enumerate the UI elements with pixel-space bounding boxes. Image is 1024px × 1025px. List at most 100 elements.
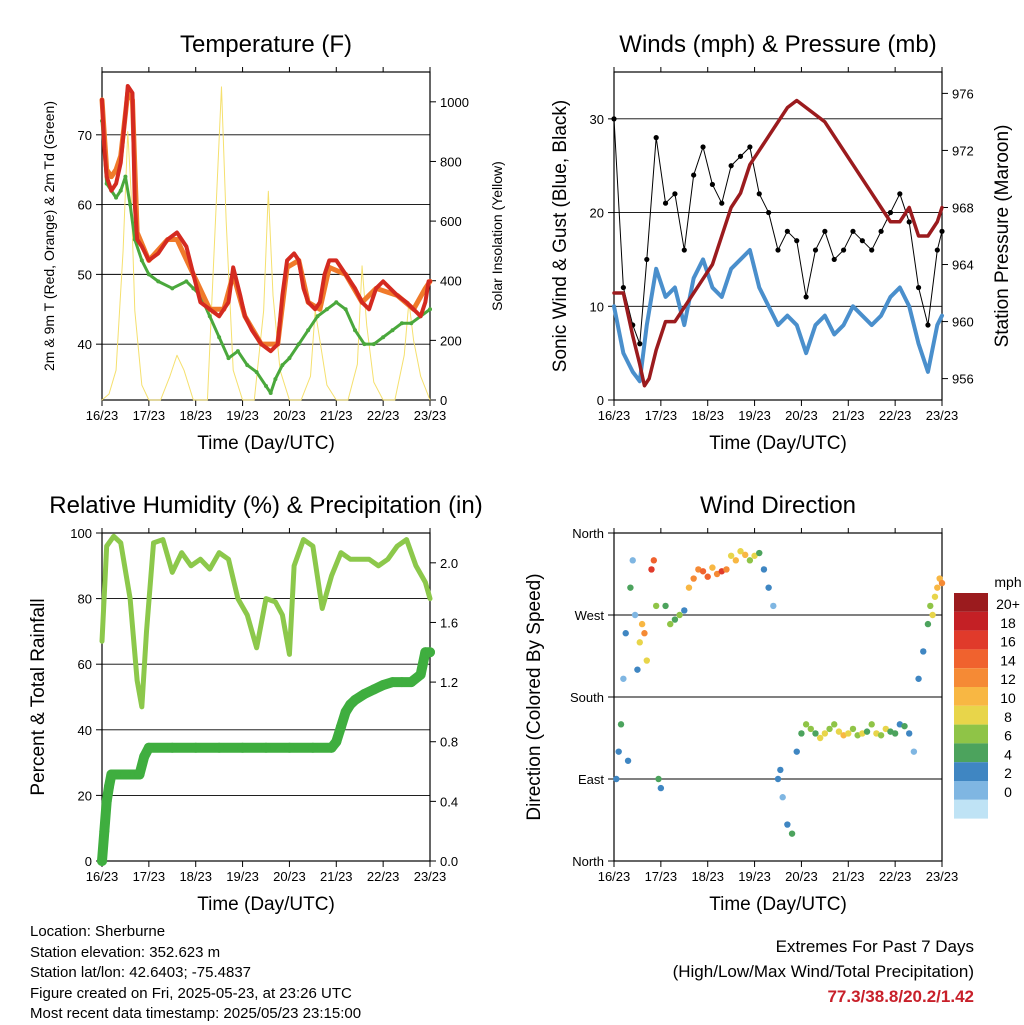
direction-ytick-label: North: [572, 526, 604, 541]
total-rainfall-line-point: [359, 689, 370, 700]
humidity-ytick-label: 0: [85, 854, 92, 869]
total-rainfall-line-point: [387, 677, 398, 688]
dewpoint-line-point: [118, 188, 123, 193]
direction-point: [910, 748, 918, 755]
gust-series: [613, 118, 943, 345]
dewpoint-line-point: [235, 349, 240, 354]
legend-swatch: [954, 743, 988, 763]
winds-ytick-label: 20: [590, 206, 604, 221]
dewpoint-line-point: [381, 335, 386, 340]
dewpoint-line-point: [287, 356, 292, 361]
direction-point: [849, 725, 857, 733]
gust-series-point: [812, 247, 819, 253]
total-rainfall-line-point: [340, 706, 351, 717]
gust-series-point: [794, 238, 800, 244]
direction-point: [863, 728, 871, 735]
legend-swatch: [954, 593, 988, 612]
extremes-box: Extremes For Past 7 Days (High/Low/Max W…: [673, 934, 974, 1009]
legend-label: 0: [1004, 784, 1012, 800]
figure-created: Figure created on Fri, 2025-05-23, at 23…: [30, 984, 352, 1002]
humidity-ytick-right-label: 2.0: [440, 556, 458, 571]
direction-point: [648, 566, 655, 573]
direction-point: [723, 566, 730, 573]
total-rainfall-line-point: [368, 684, 379, 695]
humidity-xtick-label: 23/23: [414, 869, 447, 884]
total-rainfall-line-point: [237, 742, 248, 753]
legend-label: 10: [1000, 690, 1016, 706]
direction-point: [627, 584, 634, 591]
legend-label: 12: [1000, 671, 1016, 687]
humidity-ytick-right-label: 0.0: [440, 854, 458, 869]
total-rainfall-line-point: [415, 669, 426, 680]
dewpoint-line-point: [428, 307, 432, 312]
winds-xtick-label: 22/23: [879, 408, 912, 423]
direction-point: [667, 620, 674, 628]
total-rainfall-line-point: [261, 742, 271, 753]
legend-label: 20+: [996, 596, 1020, 612]
dewpoint-line-point: [245, 363, 250, 368]
winds-xlabel: Time (Day/UTC): [709, 433, 847, 454]
temperature-ytick-label: 60: [78, 198, 92, 213]
direction-xtick-label: 22/23: [879, 869, 912, 884]
total-rainfall-line-point: [378, 680, 389, 691]
temperature-ytick-right-label: 0: [440, 393, 447, 408]
direction-point: [638, 620, 646, 628]
station-info: Location: Sherburne Station elevation: 3…: [30, 922, 361, 1025]
direction-point: [938, 579, 946, 587]
direction-point: [915, 675, 922, 682]
direction-xtick-label: 23/23: [926, 869, 959, 884]
dewpoint-line-point: [207, 314, 212, 319]
direction-point: [802, 721, 810, 728]
direction-point: [690, 575, 697, 582]
direction-point: [643, 657, 650, 664]
humidity-title: Relative Humidity (%) & Precipitation (i…: [49, 492, 482, 519]
gust-series-point: [925, 322, 931, 328]
total-rainfall-line-point: [120, 769, 131, 780]
temp-9m-line: [99, 90, 433, 347]
station-location: Location: Sherburne: [30, 923, 166, 940]
direction-point: [931, 593, 939, 600]
gust-series-point: [841, 247, 847, 253]
dewpoint-line-point: [353, 328, 358, 333]
gust-series-point: [620, 284, 626, 291]
total-rainfall-line-point: [134, 769, 145, 780]
humidity-xtick-label: 17/23: [133, 869, 166, 884]
winds-ytick-right-label: 972: [952, 143, 974, 158]
dewpoint-line-point: [268, 391, 273, 396]
winds-ytick-right-label: 968: [952, 200, 974, 215]
legend-swatch: [954, 762, 988, 781]
gust-series-point: [709, 181, 716, 188]
winds-xtick-label: 16/23: [598, 408, 631, 423]
direction-point: [742, 551, 749, 559]
gust-series-point: [611, 116, 617, 122]
gust-series-point: [653, 135, 659, 141]
gust-series-point: [784, 228, 790, 234]
humidity-ytick-right-label: 0.8: [440, 735, 458, 750]
direction-xtick-label: 17/23: [645, 869, 678, 884]
gust-series-point: [775, 247, 781, 253]
dewpoint-line-point: [191, 286, 196, 291]
dewpoint-line-point: [334, 300, 339, 305]
legend-label: 8: [1004, 709, 1012, 725]
humidity-ylabel: Percent & Total Rainfall: [28, 598, 49, 795]
direction-point: [812, 730, 819, 737]
direction-point: [634, 666, 641, 673]
direction-point: [622, 630, 629, 637]
dewpoint-line-point: [371, 342, 376, 347]
humidity-ytick-right-label: 1.2: [440, 675, 458, 690]
dewpoint-line-point: [280, 363, 285, 368]
winds-xtick-label: 23/23: [926, 408, 959, 423]
direction-point: [751, 552, 758, 559]
total-rainfall-line-point: [406, 677, 417, 688]
humidity-xtick-label: 22/23: [367, 869, 400, 884]
humidity-xtick-label: 21/23: [320, 869, 353, 884]
total-rainfall-line-point: [284, 742, 295, 753]
total-rainfall-line-point: [104, 781, 115, 792]
humidity-ytick-right-label: 1.6: [440, 615, 458, 630]
station-pressure-line: [612, 98, 944, 388]
legend-label: 6: [1004, 728, 1012, 744]
direction-xtick-label: 20/23: [785, 869, 818, 884]
legend-swatch: [954, 687, 988, 706]
direction-point: [671, 616, 679, 623]
direction-point: [699, 568, 707, 575]
